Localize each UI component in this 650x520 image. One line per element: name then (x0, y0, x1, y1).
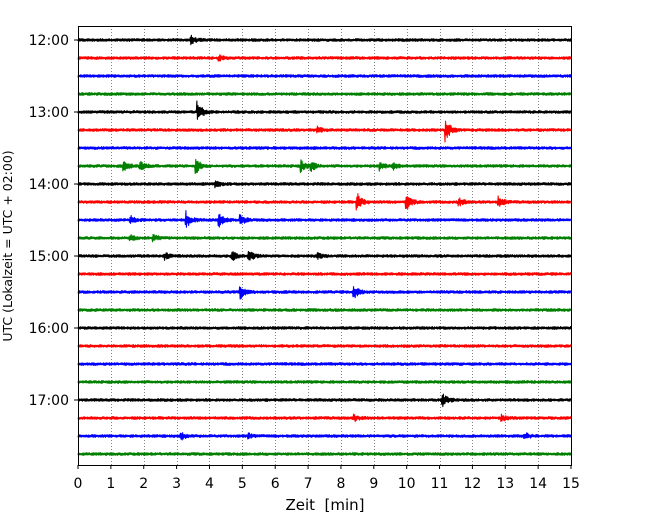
y-tick-label: 13:00 (29, 105, 69, 121)
x-tick-label: 9 (369, 476, 378, 492)
trace-1730 (77, 432, 572, 441)
trace-1745 (77, 452, 572, 456)
x-axis-label: Zeit [min] (285, 496, 364, 514)
x-grid (111, 26, 539, 465)
y-axis-label: UTC (Lokalzeit = UTC + 02:00) (0, 150, 15, 341)
x-tick-label: 5 (238, 476, 247, 492)
trace-1345 (77, 158, 572, 175)
x-tick-label: 4 (205, 476, 214, 492)
trace-1415 (77, 193, 572, 211)
trace-1215 (77, 54, 572, 62)
x-tick-label: 14 (529, 476, 547, 492)
y-tick-label: 16:00 (29, 321, 69, 337)
y-tick-label: 12:00 (29, 33, 69, 49)
trace-1630 (77, 362, 572, 366)
x-axis: 0 1 2 3 4 5 6 7 8 9 10 11 12 13 14 15 (74, 465, 580, 492)
y-tick-label: 14:00 (29, 177, 69, 193)
seismic-traces (77, 34, 572, 456)
plot-frame (78, 26, 572, 466)
y-tick-label: 17:00 (29, 393, 69, 409)
trace-1245 (77, 92, 572, 96)
trace-1315 (77, 120, 572, 143)
trace-1230 (77, 74, 572, 78)
x-tick-label: 11 (431, 476, 449, 492)
trace-1515 (77, 272, 572, 276)
x-tick-label: 15 (562, 476, 580, 492)
x-tick-label: 0 (74, 476, 83, 492)
trace-1530 (77, 286, 572, 300)
trace-1200 (77, 34, 572, 46)
x-tick-label: 8 (336, 476, 345, 492)
x-tick-label: 2 (139, 476, 148, 492)
trace-1430 (77, 210, 572, 228)
x-tick-label: 6 (271, 476, 280, 492)
x-tick-label: 1 (106, 476, 115, 492)
x-tick-label: 12 (463, 476, 481, 492)
y-axis: 12:00 13:00 14:00 15:00 16:00 17:00 (29, 33, 78, 409)
trace-1400 (77, 180, 572, 189)
x-tick-label: 3 (172, 476, 181, 492)
trace-1645 (77, 380, 572, 384)
trace-1600 (77, 326, 572, 330)
x-tick-label: 10 (398, 476, 416, 492)
trace-1615 (77, 344, 572, 348)
trace-1700 (77, 393, 572, 408)
x-tick-label: 7 (304, 476, 313, 492)
trace-1500 (77, 250, 572, 261)
trace-1330 (77, 146, 572, 150)
trace-1445 (77, 234, 572, 243)
y-tick-label: 15:00 (29, 249, 69, 265)
trace-1715 (77, 413, 572, 423)
x-tick-label: 13 (496, 476, 514, 492)
trace-1545 (77, 308, 572, 312)
trace-1300 (77, 100, 572, 120)
